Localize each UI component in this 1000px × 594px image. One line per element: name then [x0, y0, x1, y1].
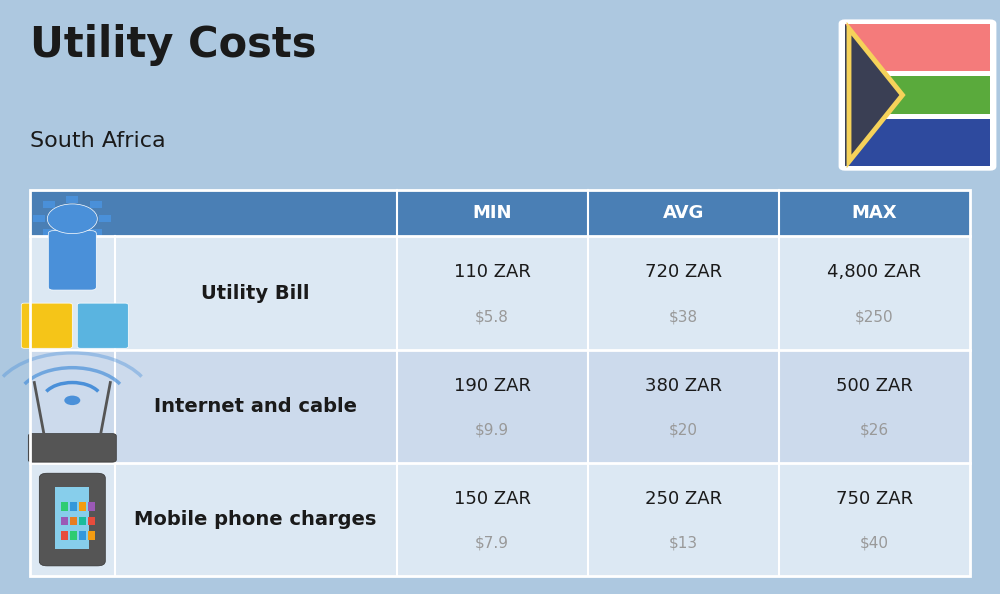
Circle shape — [64, 396, 80, 405]
Text: Mobile phone charges: Mobile phone charges — [134, 510, 377, 529]
Bar — [79, 517, 86, 526]
Text: MAX: MAX — [852, 204, 897, 222]
Text: $38: $38 — [669, 309, 698, 324]
FancyBboxPatch shape — [48, 230, 96, 290]
Bar — [845, 119, 990, 166]
Text: $13: $13 — [669, 536, 698, 551]
Text: $250: $250 — [855, 309, 894, 324]
Text: South Africa: South Africa — [30, 131, 166, 151]
Text: $9.9: $9.9 — [475, 422, 509, 438]
Text: Internet and cable: Internet and cable — [154, 397, 357, 416]
Bar — [33, 215, 45, 222]
Bar — [845, 24, 990, 71]
Bar — [55, 487, 89, 549]
Bar — [88, 517, 95, 526]
Bar — [30, 463, 970, 576]
Text: 500 ZAR: 500 ZAR — [836, 377, 913, 394]
Polygon shape — [845, 24, 900, 166]
Text: AVG: AVG — [663, 204, 704, 222]
Text: 250 ZAR: 250 ZAR — [645, 490, 722, 508]
Bar — [30, 236, 970, 350]
Bar — [845, 76, 990, 114]
Bar — [70, 517, 77, 526]
Bar — [43, 229, 55, 236]
Bar — [88, 502, 95, 511]
Text: 190 ZAR: 190 ZAR — [454, 377, 531, 394]
FancyBboxPatch shape — [21, 303, 72, 348]
Bar — [79, 532, 86, 541]
Bar — [30, 190, 970, 236]
Text: Utility Costs: Utility Costs — [30, 24, 316, 66]
Text: Utility Bill: Utility Bill — [201, 283, 310, 302]
Bar — [70, 532, 77, 541]
Bar — [43, 201, 55, 208]
Text: 750 ZAR: 750 ZAR — [836, 490, 913, 508]
Text: $20: $20 — [669, 422, 698, 438]
Bar — [61, 502, 68, 511]
Bar — [70, 502, 77, 511]
Bar — [845, 71, 990, 119]
Bar — [90, 201, 102, 208]
Text: 380 ZAR: 380 ZAR — [645, 377, 722, 394]
FancyBboxPatch shape — [840, 21, 995, 169]
Bar — [61, 532, 68, 541]
FancyBboxPatch shape — [39, 473, 105, 566]
Bar — [99, 215, 111, 222]
Text: $26: $26 — [860, 422, 889, 438]
Text: $5.8: $5.8 — [475, 309, 509, 324]
Bar — [90, 229, 102, 236]
Bar — [88, 532, 95, 541]
Text: 110 ZAR: 110 ZAR — [454, 263, 531, 281]
Bar — [61, 517, 68, 526]
Bar — [66, 195, 78, 203]
Bar — [79, 502, 86, 511]
Text: 4,800 ZAR: 4,800 ZAR — [827, 263, 921, 281]
Text: 150 ZAR: 150 ZAR — [454, 490, 531, 508]
FancyBboxPatch shape — [77, 303, 128, 348]
Bar — [30, 190, 970, 576]
Text: 720 ZAR: 720 ZAR — [645, 263, 722, 281]
Text: MIN: MIN — [472, 204, 512, 222]
Bar — [66, 235, 78, 242]
Text: $40: $40 — [860, 536, 889, 551]
Bar — [30, 350, 970, 463]
Circle shape — [47, 204, 97, 233]
FancyBboxPatch shape — [28, 434, 116, 462]
Text: $7.9: $7.9 — [475, 536, 509, 551]
